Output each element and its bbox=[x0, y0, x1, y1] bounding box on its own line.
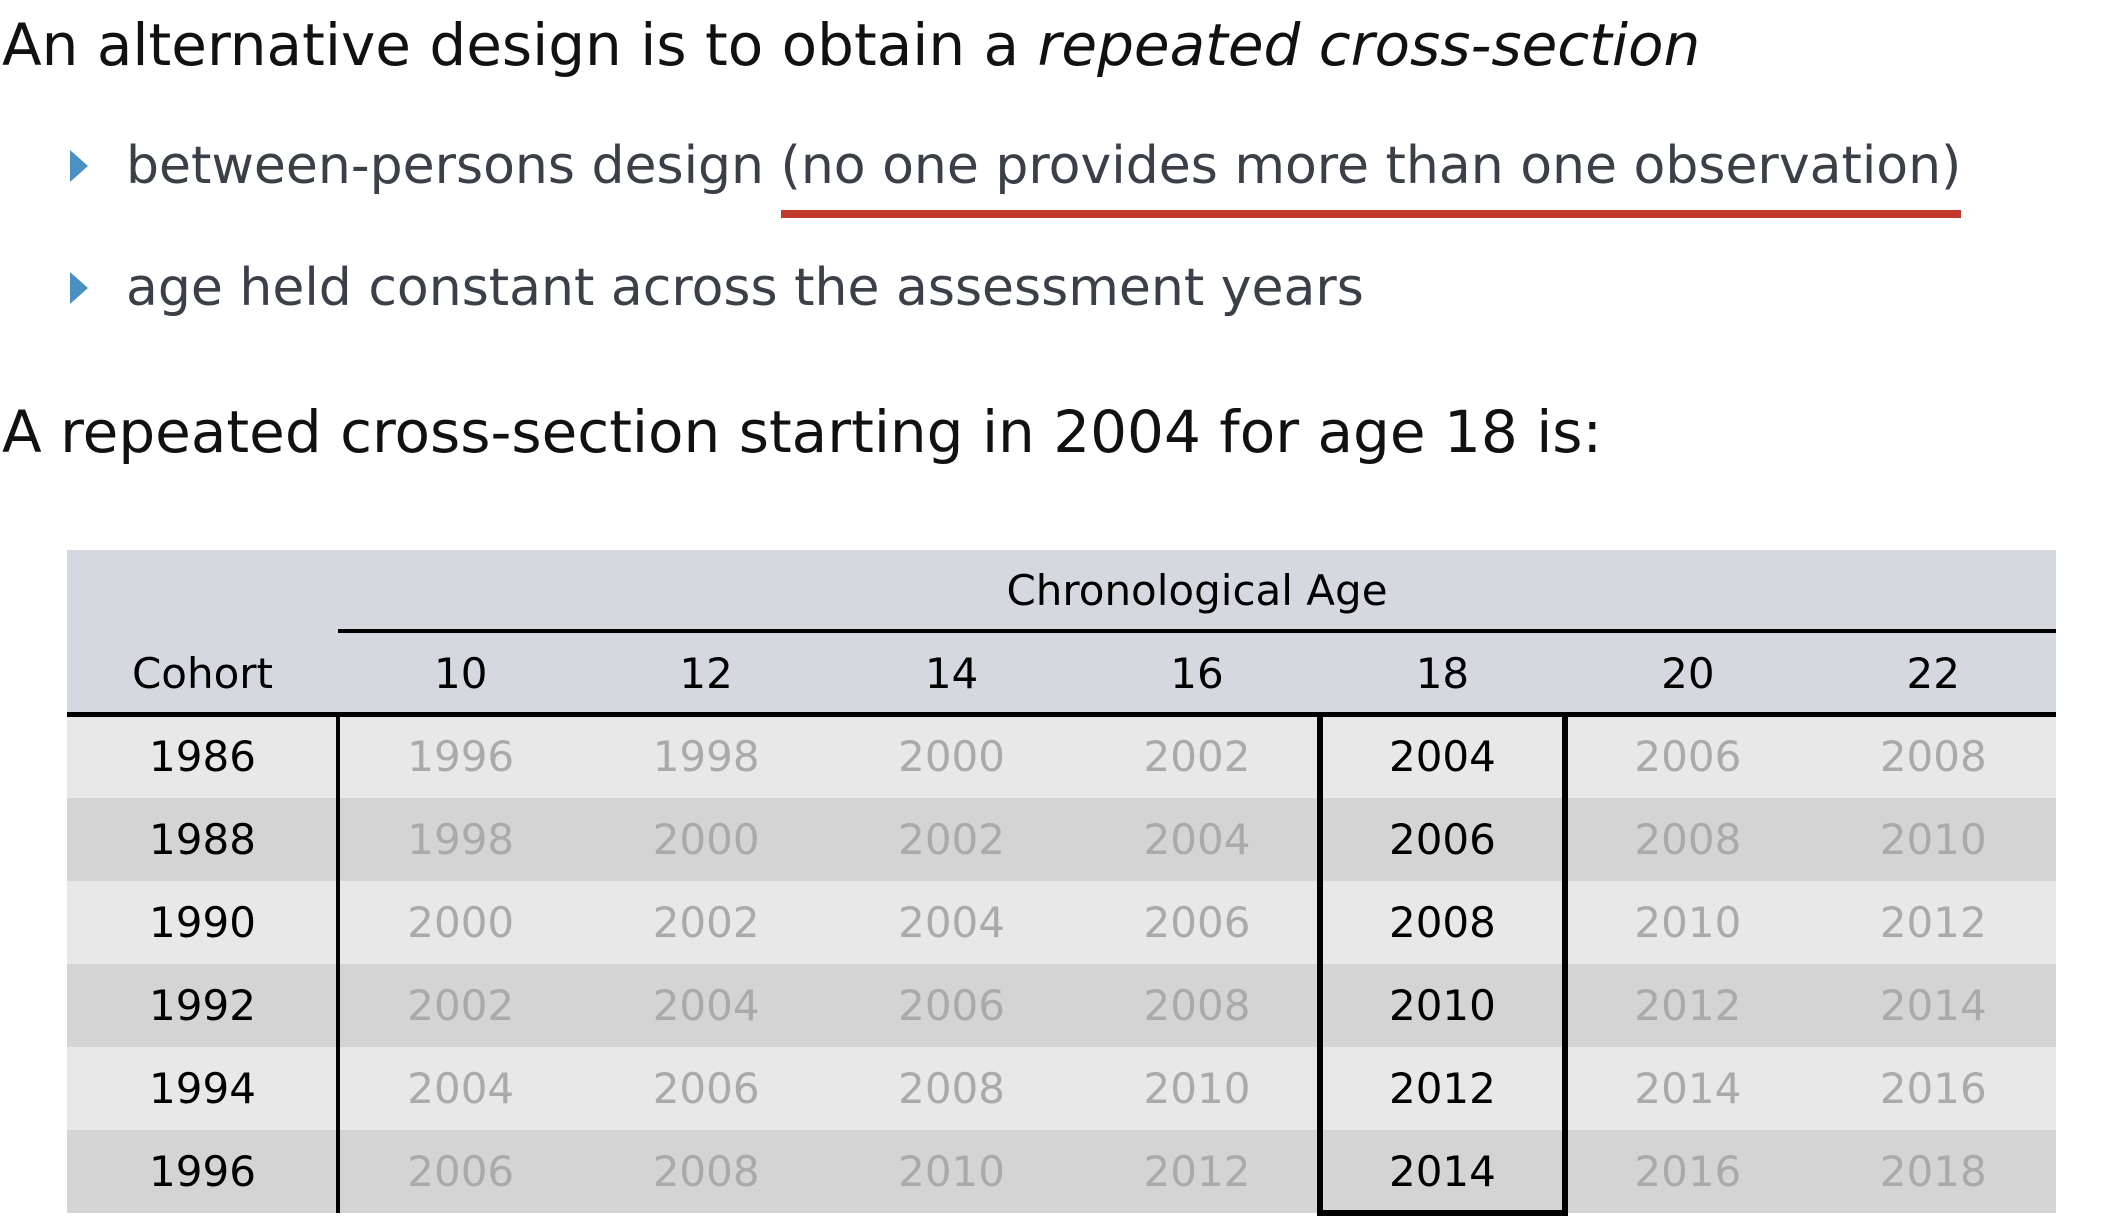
bullet-text: age held constant across the assessment … bbox=[126, 258, 1364, 318]
table-rule bbox=[336, 715, 340, 1213]
year-cell: 2006 bbox=[583, 1047, 829, 1130]
year-cell: 2002 bbox=[583, 881, 829, 964]
cohort-cell: 1996 bbox=[67, 1130, 338, 1213]
year-cell: 2002 bbox=[828, 798, 1075, 881]
table-rule bbox=[1562, 715, 1569, 1216]
year-cell: 2004 bbox=[338, 1047, 584, 1130]
year-cell: 2006 bbox=[1319, 798, 1566, 881]
year-cell: 2018 bbox=[1810, 1130, 2056, 1213]
row-header: Cohort bbox=[131, 648, 274, 698]
group-header: Chronological Age bbox=[338, 550, 2056, 631]
year-cell: 2002 bbox=[338, 964, 584, 1047]
table-rule bbox=[1316, 1210, 1569, 1216]
year-cell: 2002 bbox=[1074, 715, 1320, 798]
year-cell: 2010 bbox=[1319, 964, 1566, 1047]
year-cell: 2012 bbox=[1565, 964, 1811, 1047]
year-cell: 2004 bbox=[828, 881, 1075, 964]
year-cell: 2010 bbox=[1074, 1047, 1320, 1130]
year-cell: 2012 bbox=[1810, 881, 2056, 964]
table-rule bbox=[338, 629, 2056, 633]
year-cell: 2012 bbox=[1074, 1130, 1320, 1213]
year-cell: 2004 bbox=[1074, 798, 1320, 881]
year-cell: 2016 bbox=[1810, 1047, 2056, 1130]
column-header: 16 bbox=[1074, 631, 1320, 715]
year-cell: 2008 bbox=[1810, 715, 2056, 798]
column-header: 14 bbox=[828, 631, 1075, 715]
year-cell: 2006 bbox=[338, 1130, 584, 1213]
year-cell: 1998 bbox=[583, 715, 829, 798]
heading-text: An alternative design is to obtain a bbox=[2, 11, 1038, 79]
year-cell: 2008 bbox=[583, 1130, 829, 1213]
year-cell: 2014 bbox=[1319, 1130, 1566, 1213]
cohort-cell: 1990 bbox=[67, 881, 338, 964]
header-cell bbox=[67, 550, 338, 715]
year-cell: 2004 bbox=[1319, 715, 1566, 798]
bullet-text: between-persons design bbox=[126, 136, 781, 196]
heading-emphasis: repeated cross-section bbox=[1037, 11, 1701, 79]
bullet-marker bbox=[70, 272, 88, 304]
heading: An alternative design is to obtain a rep… bbox=[2, 16, 1700, 74]
year-cell: 2000 bbox=[583, 798, 829, 881]
cohort-cell: 1986 bbox=[67, 715, 338, 798]
year-cell: 2014 bbox=[1565, 1047, 1811, 1130]
year-cell: 2010 bbox=[1810, 798, 2056, 881]
year-cell: 2008 bbox=[1074, 964, 1320, 1047]
underlined-text: (no one provides more than one observati… bbox=[780, 136, 1962, 218]
year-cell: 2008 bbox=[1565, 798, 1811, 881]
year-cell: 2000 bbox=[828, 715, 1075, 798]
cohort-cell: 1992 bbox=[67, 964, 338, 1047]
cohort-cell: 1988 bbox=[67, 798, 338, 881]
column-header: 22 bbox=[1810, 631, 2056, 715]
year-cell: 2008 bbox=[1319, 881, 1566, 964]
column-header: 12 bbox=[583, 631, 829, 715]
year-cell: 2008 bbox=[828, 1047, 1075, 1130]
year-cell: 2012 bbox=[1319, 1047, 1566, 1130]
year-cell: 2006 bbox=[1074, 881, 1320, 964]
year-cell: 2004 bbox=[583, 964, 829, 1047]
year-cell: 2000 bbox=[338, 881, 584, 964]
table-rule bbox=[1316, 715, 1323, 1216]
bullet: age held constant across the assessment … bbox=[126, 262, 1364, 314]
year-cell: 2006 bbox=[828, 964, 1075, 1047]
year-cell: 2016 bbox=[1565, 1130, 1811, 1213]
year-cell: 2006 bbox=[1565, 715, 1811, 798]
bullet: between-persons design (no one provides … bbox=[126, 136, 1962, 218]
table-rule bbox=[67, 712, 2056, 717]
year-cell: 2010 bbox=[828, 1130, 1075, 1213]
year-cell: 2010 bbox=[1565, 881, 1811, 964]
year-cell: 1996 bbox=[338, 715, 584, 798]
cohort-cell: 1994 bbox=[67, 1047, 338, 1130]
subheading: A repeated cross-section starting in 200… bbox=[2, 398, 1603, 466]
year-cell: 2014 bbox=[1810, 964, 2056, 1047]
column-header: 20 bbox=[1565, 631, 1811, 715]
bullet-marker bbox=[70, 150, 88, 182]
column-header: 10 bbox=[338, 631, 584, 715]
column-header: 18 bbox=[1319, 631, 1566, 715]
year-cell: 1998 bbox=[338, 798, 584, 881]
